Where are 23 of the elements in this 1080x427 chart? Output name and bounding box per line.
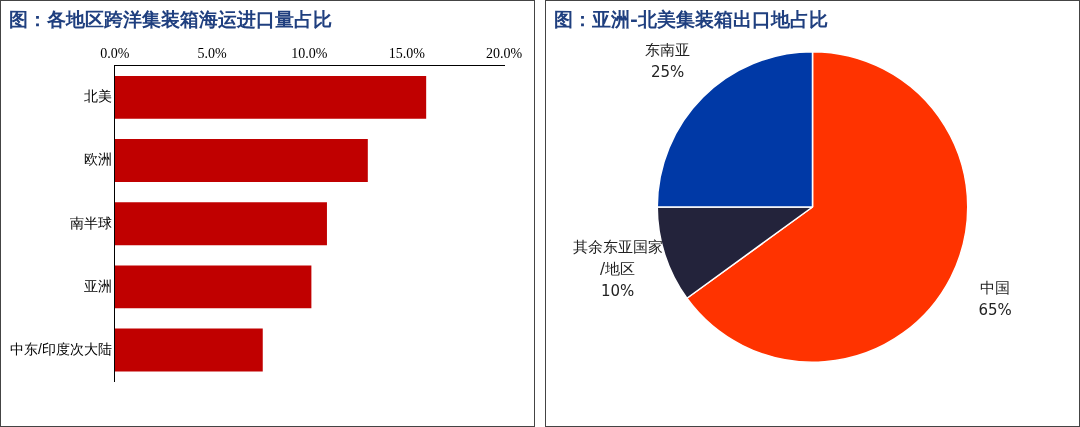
y-tick-label: 北美 [83, 88, 112, 105]
data-label: 25% [650, 62, 685, 81]
y-tick-label: 中东/印度次大陆 [10, 340, 112, 357]
data-label: 65% [978, 300, 1012, 319]
x-tick-label: 5.0% [197, 46, 228, 62]
bar [114, 265, 312, 309]
y-tick-label: 亚洲 [83, 277, 112, 294]
x-tick-label: 15.0% [388, 46, 426, 62]
bar [114, 328, 263, 372]
slice-label: 中国 [980, 278, 1011, 297]
slice-label: 其余东亚国家/地区 [572, 238, 663, 279]
bar [114, 75, 427, 119]
data-label: 10% [600, 282, 635, 301]
bar [114, 202, 327, 246]
y-tick-label: 南半球 [69, 214, 112, 231]
chart-title: 图：亚洲-北美集装箱出口地占比 [554, 7, 828, 32]
y-tick-label: 欧洲 [83, 151, 112, 168]
bar [114, 139, 368, 183]
x-tick-label: 10.0% [291, 46, 328, 62]
slice-label: 东南亚 [645, 40, 691, 59]
x-tick-label: 0.0% [100, 46, 130, 62]
x-tick-label: 20.0% [485, 46, 523, 62]
chart-title: 图：各地区跨洋集装箱海运进口量占比 [9, 7, 332, 32]
